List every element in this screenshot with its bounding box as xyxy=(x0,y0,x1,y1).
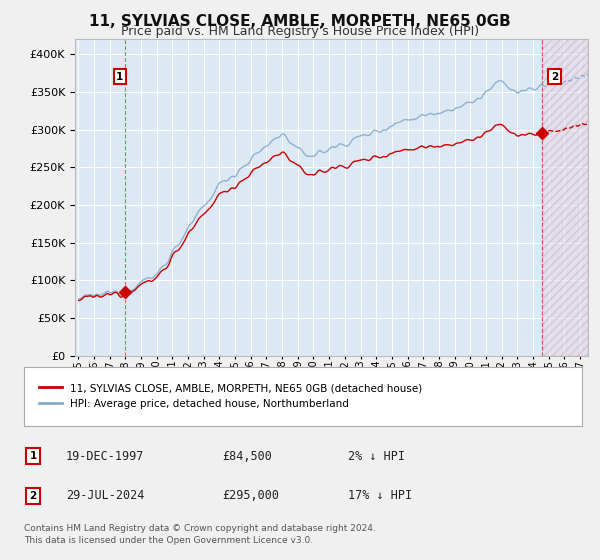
Text: 1: 1 xyxy=(29,451,37,461)
Text: 11, SYLVIAS CLOSE, AMBLE, MORPETH, NE65 0GB: 11, SYLVIAS CLOSE, AMBLE, MORPETH, NE65 … xyxy=(89,14,511,29)
Text: £295,000: £295,000 xyxy=(222,489,279,502)
Text: 2: 2 xyxy=(29,491,37,501)
Text: Contains HM Land Registry data © Crown copyright and database right 2024.
This d: Contains HM Land Registry data © Crown c… xyxy=(24,524,376,545)
Text: 29-JUL-2024: 29-JUL-2024 xyxy=(66,489,145,502)
Text: 2: 2 xyxy=(551,72,558,82)
Text: 19-DEC-1997: 19-DEC-1997 xyxy=(66,450,145,463)
Text: 1: 1 xyxy=(116,72,124,82)
Text: 17% ↓ HPI: 17% ↓ HPI xyxy=(348,489,412,502)
Text: Price paid vs. HM Land Registry's House Price Index (HPI): Price paid vs. HM Land Registry's House … xyxy=(121,25,479,38)
Text: 2% ↓ HPI: 2% ↓ HPI xyxy=(348,450,405,463)
Legend: 11, SYLVIAS CLOSE, AMBLE, MORPETH, NE65 0GB (detached house), HPI: Average price: 11, SYLVIAS CLOSE, AMBLE, MORPETH, NE65 … xyxy=(35,379,427,413)
Text: £84,500: £84,500 xyxy=(222,450,272,463)
